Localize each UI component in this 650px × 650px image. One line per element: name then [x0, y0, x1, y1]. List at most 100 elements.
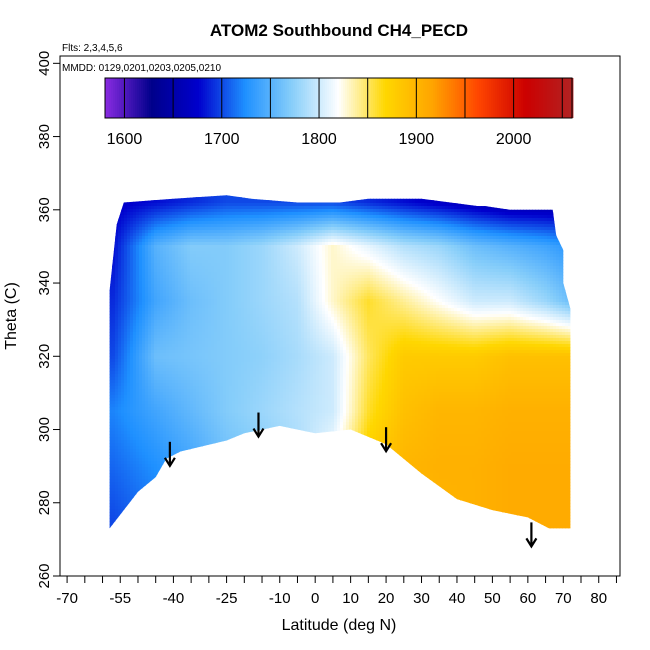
heatmap-cell [187, 515, 191, 519]
heatmap-cell [169, 365, 173, 369]
heatmap-cell [124, 290, 128, 294]
heatmap-cell [190, 413, 194, 417]
heatmap-cell [229, 494, 233, 498]
heatmap-cell [196, 404, 200, 408]
heatmap-cell [187, 191, 191, 195]
heatmap-cell [205, 257, 209, 261]
heatmap-cell [136, 221, 140, 225]
heatmap-cell [208, 317, 212, 321]
heatmap-cell [172, 503, 176, 507]
heatmap-cell [139, 440, 143, 444]
heatmap-cell [151, 278, 155, 282]
heatmap-cell [172, 320, 176, 324]
heatmap-cell [190, 425, 194, 429]
heatmap-cell [136, 431, 140, 435]
heatmap-cell [190, 287, 194, 291]
heatmap-cell [220, 473, 224, 477]
heatmap-cell [175, 410, 179, 414]
heatmap-cell [181, 530, 185, 534]
heatmap-cell [124, 341, 128, 345]
heatmap-cell [163, 476, 167, 480]
heatmap-cell [130, 308, 134, 312]
heatmap-cell [202, 473, 206, 477]
heatmap-cell [124, 269, 128, 273]
heatmap-cell [178, 206, 182, 210]
heatmap-cell [154, 251, 158, 255]
heatmap-cell [139, 389, 143, 393]
heatmap-cell [160, 494, 164, 498]
heatmap-cell [232, 518, 236, 522]
heatmap-cell [154, 329, 158, 333]
heatmap-cell [199, 350, 203, 354]
heatmap-cell [160, 266, 164, 270]
heatmap-cell [205, 338, 209, 342]
heatmap-cell [190, 236, 194, 240]
heatmap-cell [178, 461, 182, 465]
heatmap-cell [145, 206, 149, 210]
heatmap-cell [160, 341, 164, 345]
heatmap-cell [160, 227, 164, 231]
heatmap-cell [109, 431, 113, 435]
heatmap-cell [127, 314, 131, 318]
heatmap-cell [121, 215, 125, 219]
heatmap-cell [184, 239, 188, 243]
heatmap-cell [160, 404, 164, 408]
heatmap-cell [148, 320, 152, 324]
heatmap-cell [148, 263, 152, 267]
heatmap-cell [211, 413, 215, 417]
heatmap-cell [178, 437, 182, 441]
heatmap-cell [184, 332, 188, 336]
heatmap-cell [121, 356, 125, 360]
heatmap-cell [193, 434, 197, 438]
heatmap-cell [157, 446, 161, 450]
heatmap-cell [214, 443, 218, 447]
heatmap-cell [157, 224, 161, 228]
heatmap-cell [133, 386, 137, 390]
heatmap-cell [205, 278, 209, 282]
heatmap-cell [223, 485, 227, 489]
heatmap-cell [133, 284, 137, 288]
heatmap-cell [121, 509, 125, 513]
heatmap-cell [208, 206, 212, 210]
heatmap-cell [124, 365, 128, 369]
heatmap-cell [109, 479, 113, 483]
heatmap-cell [136, 512, 140, 516]
heatmap-cell [154, 491, 158, 495]
heatmap-cell [109, 389, 113, 393]
heatmap-cell [172, 239, 176, 243]
heatmap-cell [109, 494, 113, 498]
heatmap-cell [193, 407, 197, 411]
heatmap-cell [181, 335, 185, 339]
heatmap-cell [151, 371, 155, 375]
heatmap-cell [166, 350, 170, 354]
heatmap-cell [199, 434, 203, 438]
heatmap-cell [109, 242, 113, 246]
heatmap-cell [187, 512, 191, 516]
heatmap-cell [136, 518, 140, 522]
heatmap-cell [148, 473, 152, 477]
heatmap-cell [133, 206, 137, 210]
heatmap-cell [172, 497, 176, 501]
heatmap-cell [130, 227, 134, 231]
heatmap-cell [169, 479, 173, 483]
heatmap-cell [145, 224, 149, 228]
heatmap-cell [187, 470, 191, 474]
heatmap-cell [142, 398, 146, 402]
heatmap-cell [178, 476, 182, 480]
heatmap-cell [187, 419, 191, 423]
heatmap-cell [217, 527, 221, 529]
heatmap-cell [136, 284, 140, 288]
heatmap-cell [208, 359, 212, 363]
heatmap-cell [109, 227, 113, 231]
heatmap-cell [217, 482, 221, 486]
heatmap-cell [199, 326, 203, 330]
heatmap-cell [115, 398, 119, 402]
heatmap-cell [163, 359, 167, 363]
heatmap-cell [160, 317, 164, 321]
heatmap-cell [139, 386, 143, 390]
heatmap-cell [211, 338, 215, 342]
heatmap-cell [121, 371, 125, 375]
heatmap-cell [133, 272, 137, 276]
heatmap-cell [169, 467, 173, 471]
heatmap-cell [208, 350, 212, 354]
